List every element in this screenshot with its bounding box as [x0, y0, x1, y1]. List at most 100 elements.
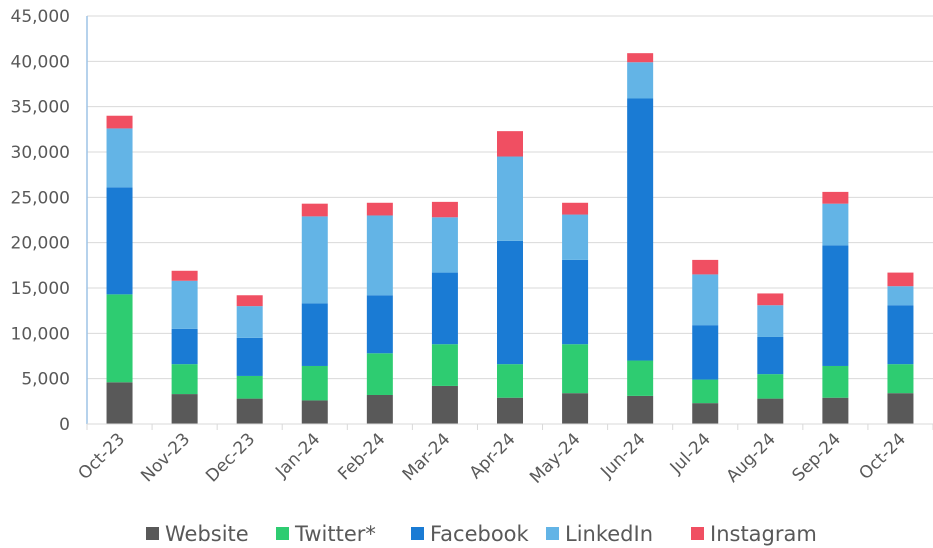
y-tick-label: 0	[59, 415, 70, 435]
bar-instagram-oct-23	[106, 115, 133, 129]
y-tick-label: 20,000	[11, 234, 70, 254]
x-tick-label: Sep-24	[788, 429, 844, 485]
bar-website-jul-24	[692, 403, 719, 424]
bar-instagram-apr-24	[497, 131, 523, 157]
bar-linkedin-jun-24	[627, 62, 654, 99]
bar-facebook-nov-23	[171, 328, 198, 365]
bar-facebook-mar-24	[431, 272, 458, 345]
bar-linkedin-nov-23	[171, 280, 198, 329]
bar-twitter-feb-24	[366, 353, 393, 395]
bar-facebook-jan-24	[301, 303, 328, 366]
bar-facebook-jun-24	[627, 98, 654, 361]
bar-linkedin-apr-24	[497, 156, 523, 241]
bar-linkedin-may-24	[562, 214, 589, 260]
bar-facebook-apr-24	[497, 240, 523, 365]
bar-linkedin-sep-24	[822, 203, 849, 246]
x-tick-label: Oct-24	[855, 429, 910, 484]
bar-website-oct-23	[106, 382, 133, 424]
bar-facebook-oct-23	[106, 187, 133, 295]
y-axis-tick-labels: 0 5,000 10,000 15,000 20,000 25,000 30,000 35,0…	[11, 7, 70, 435]
y-tick-label: 35,000	[11, 98, 70, 118]
bar-website-nov-23	[171, 394, 198, 424]
bar-facebook-jul-24	[692, 325, 719, 380]
bar-instagram-nov-23	[171, 270, 198, 281]
legend-label: Twitter*	[294, 522, 376, 546]
y-tick-label: 10,000	[11, 324, 70, 344]
bar-twitter-aug-24	[757, 374, 784, 399]
bar-website-mar-24	[431, 385, 458, 424]
bar-website-jun-24	[627, 395, 654, 424]
bar-facebook-oct-24	[887, 305, 914, 365]
bar-linkedin-aug-24	[757, 305, 784, 337]
bar-facebook-aug-24	[757, 336, 784, 375]
bar-website-feb-24	[366, 394, 393, 424]
bar-instagram-mar-24	[431, 201, 458, 218]
y-tick-label: 30,000	[11, 143, 70, 163]
bar-twitter-jul-24	[692, 379, 719, 404]
bar-website-may-24	[562, 393, 589, 424]
legend-swatch	[691, 527, 704, 540]
x-tick-label: Nov-23	[137, 429, 194, 486]
bar-website-apr-24	[497, 397, 523, 424]
bar-instagram-feb-24	[366, 202, 393, 216]
bar-website-sep-24	[822, 397, 849, 424]
bar-linkedin-jan-24	[301, 216, 328, 304]
bar-twitter-may-24	[562, 344, 589, 394]
bar-twitter-jan-24	[301, 365, 328, 401]
y-tick-label: 45,000	[11, 7, 70, 27]
y-tick-label: 15,000	[11, 279, 70, 299]
bar-twitter-sep-24	[822, 365, 849, 398]
bar-instagram-jul-24	[692, 259, 719, 275]
bar-twitter-jun-24	[627, 360, 654, 396]
bar-twitter-nov-23	[171, 364, 198, 395]
legend-swatch	[276, 527, 289, 540]
bar-instagram-jun-24	[627, 53, 654, 63]
bar-twitter-apr-24	[497, 364, 523, 398]
bar-linkedin-oct-23	[106, 128, 133, 188]
bar-facebook-may-24	[562, 259, 589, 345]
bar-instagram-sep-24	[822, 191, 849, 204]
legend-label: Website	[165, 522, 249, 546]
x-tick-label: Jan-24	[271, 429, 324, 482]
legend-swatch	[546, 527, 559, 540]
bar-twitter-oct-23	[106, 294, 133, 383]
bar-linkedin-jul-24	[692, 274, 719, 326]
bar-twitter-mar-24	[431, 344, 458, 386]
x-axis-tick-labels: Oct-23 Nov-23 Dec-23 Jan-24 Feb-24 Mar-24 Apr-…	[75, 429, 910, 487]
x-tick-label: Jul-24	[666, 429, 715, 478]
bar-website-dec-23	[236, 398, 263, 424]
y-tick-label: 5,000	[21, 370, 70, 390]
bar-facebook-dec-23	[236, 337, 263, 376]
y-tick-label: 40,000	[11, 52, 70, 72]
bar-stacks	[106, 53, 914, 424]
bar-linkedin-dec-23	[236, 306, 263, 338]
bar-website-jan-24	[301, 400, 328, 424]
x-tick-label: Jun-24	[596, 429, 649, 482]
legend: Website Twitter* Facebook LinkedIn Instagram	[146, 522, 817, 546]
bar-instagram-dec-23	[236, 295, 263, 307]
y-tick-label: 25,000	[11, 188, 70, 208]
x-tick-label: May-24	[526, 429, 584, 487]
bar-instagram-may-24	[562, 202, 589, 215]
bar-twitter-dec-23	[236, 375, 263, 399]
bar-facebook-feb-24	[366, 295, 393, 354]
legend-label: LinkedIn	[565, 522, 653, 546]
x-tick-label: Aug-24	[723, 429, 780, 486]
legend-swatch	[146, 527, 159, 540]
bar-instagram-oct-24	[887, 272, 914, 287]
legend-label: Facebook	[430, 522, 530, 546]
bar-linkedin-feb-24	[366, 215, 393, 296]
x-tick-label: Mar-24	[399, 429, 455, 485]
x-tick-label: Apr-24	[466, 429, 520, 483]
legend-label: Instagram	[710, 522, 817, 546]
axes	[86, 16, 933, 430]
bar-facebook-sep-24	[822, 245, 849, 366]
bar-instagram-jan-24	[301, 203, 328, 217]
bar-linkedin-oct-24	[887, 286, 914, 306]
legend-swatch	[411, 527, 424, 540]
bar-instagram-aug-24	[757, 293, 784, 306]
bar-website-oct-24	[887, 393, 914, 424]
x-tick-label: Feb-24	[334, 429, 389, 484]
bar-twitter-oct-24	[887, 364, 914, 394]
